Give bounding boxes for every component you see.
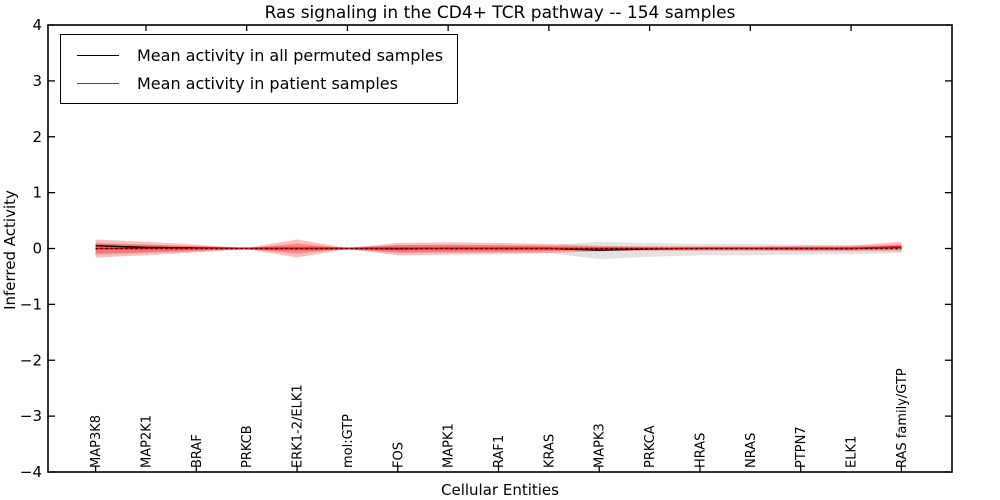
x-tick-label: PTPN7 [794,426,809,468]
chart-title: Ras signaling in the CD4+ TCR pathway --… [264,3,736,23]
x-tick-label: FOS [391,442,406,468]
legend-label: Mean activity in all permuted samples [137,45,444,65]
y-tick-label: 1 [32,184,42,202]
x-axis-label: Cellular Entities [441,481,559,499]
y-tick-label: −1 [20,295,42,313]
x-tick-label: mol:GTP [341,414,356,468]
x-tick-label: ELK1 [845,436,860,468]
y-tick-label: 2 [32,128,42,146]
permuted-line-sample-icon [77,54,119,56]
x-tick-label: RAS family/GTP [895,368,910,468]
legend-entry-permuted: Mean activity in all permuted samples [71,41,443,69]
x-tick-label: MAP3K8 [89,415,104,468]
x-tick-label: MAP2K1 [139,415,154,468]
x-tick-label: MAPK1 [442,423,457,468]
y-tick-label: 3 [32,72,42,90]
x-tick-label: KRAS [542,434,557,468]
legend: Mean activity in all permuted samples Me… [60,34,459,104]
y-tick-label: −2 [20,351,42,369]
band-permuted-samples-spread [95,241,902,260]
x-tick-label: HRAS [693,433,708,468]
legend-entry-patient: Mean activity in patient samples [71,69,443,97]
y-tick-label: −4 [20,463,42,481]
y-tick-label: 4 [32,16,42,34]
x-tick-label: PRKCA [643,425,658,468]
x-tick-label: BRAF [190,434,205,468]
y-tick-label: 0 [32,240,42,258]
x-tick-label: PRKCB [240,425,255,468]
x-tick-label: ERK1-2/ELK1 [291,384,306,468]
x-tick-label: RAF1 [492,435,507,468]
x-tick-label: NRAS [744,433,759,468]
legend-label: Mean activity in patient samples [137,73,398,93]
y-tick-label: −3 [20,407,42,425]
x-tick-label: MAPK3 [593,423,608,468]
patient-line-sample-icon [77,82,119,84]
